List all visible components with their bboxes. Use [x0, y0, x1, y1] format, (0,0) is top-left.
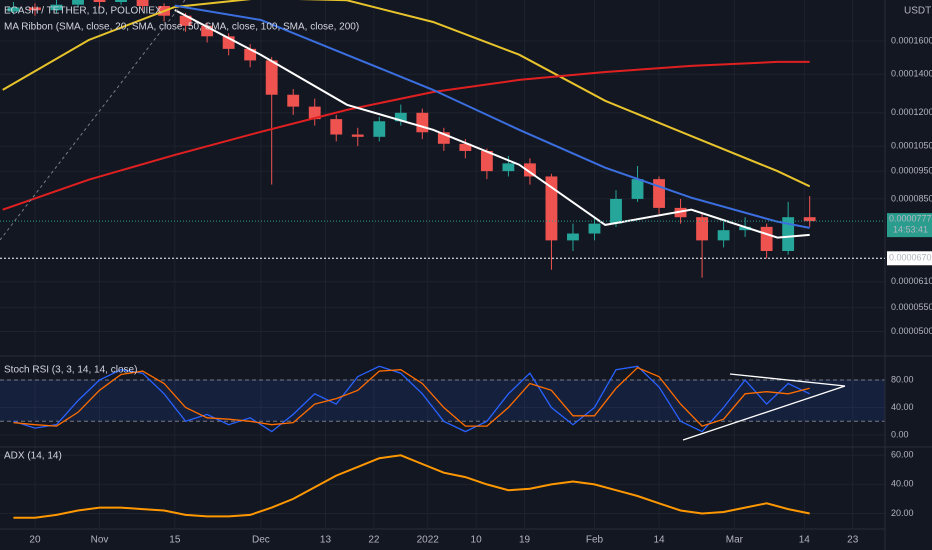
y-tick-label: 40.00 — [891, 402, 914, 412]
text-layer: ECASH / TETHER, 1D, POLONIEX MA Ribbon (… — [4, 6, 931, 462]
triangle-drawing — [682, 373, 846, 441]
x-tick-label: 22 — [368, 535, 380, 546]
candle-body — [50, 4, 63, 11]
candle-body — [330, 119, 343, 135]
x-tick-label: Nov — [91, 535, 109, 546]
indicator-line — [2, 60, 810, 211]
last-price-label: 0.00007777 — [889, 213, 932, 223]
candle-body — [567, 233, 579, 241]
candle-body — [524, 163, 536, 177]
candle-body — [394, 112, 407, 122]
reference-badge — [887, 251, 932, 266]
candle-body — [222, 36, 235, 49]
y-tick-label: 0.00 — [891, 429, 909, 439]
candle-body — [782, 217, 795, 252]
candle-body — [653, 179, 665, 208]
indicator-line — [13, 366, 810, 427]
candle-body — [739, 226, 752, 231]
candle-body — [416, 112, 429, 133]
stoch-rsi-label: Stoch RSI (3, 3, 14, 14, close) — [4, 365, 137, 376]
candle-body — [93, 0, 106, 2]
indicator-line — [174, 9, 810, 239]
candle-body — [610, 198, 622, 224]
candle-body — [72, 0, 84, 5]
indicator-line — [13, 454, 810, 519]
candle-body — [545, 176, 558, 241]
candle-body — [631, 179, 644, 199]
y-tick-label: 80.00 — [891, 374, 914, 384]
x-tick-label: 10 — [471, 535, 483, 546]
reference-label: 0.00006702 — [889, 253, 932, 263]
grid-layer — [0, 0, 885, 528]
x-tick-label: 14 — [799, 535, 811, 546]
x-tick-label: Dec — [252, 535, 270, 546]
x-tick-label: 13 — [320, 535, 332, 546]
candle-body — [696, 217, 708, 241]
last-price-badge — [887, 213, 932, 238]
x-tick-label: Feb — [586, 535, 604, 546]
y-tick-label: 60.00 — [891, 450, 914, 460]
candle-body — [287, 94, 300, 107]
candle-body — [437, 132, 450, 144]
candle-body — [308, 106, 321, 120]
plot-layer — [0, 0, 885, 519]
candle-body — [760, 226, 773, 252]
price-pane — [2, 0, 816, 278]
indicator-pane — [0, 365, 885, 433]
x-tick-label: 14 — [653, 535, 665, 546]
candle-body — [480, 150, 493, 172]
candle-body — [265, 60, 278, 95]
candle-body — [717, 230, 730, 241]
candle-body — [29, 7, 41, 11]
y-tick-label: 40.00 — [891, 479, 914, 489]
candle-body — [373, 121, 386, 137]
band-fill — [0, 380, 885, 422]
candle-body — [179, 15, 192, 26]
candle-body — [115, 0, 127, 2]
x-tick-label: 19 — [519, 535, 531, 546]
indicator-line — [13, 365, 810, 433]
indicator-line — [2, 0, 811, 188]
candle-body — [136, 0, 149, 7]
x-tick-label: 23 — [847, 535, 859, 546]
y-tick-label: 20.00 — [891, 508, 914, 518]
candle-body — [803, 217, 816, 222]
x-tick-label: Mar — [726, 535, 744, 546]
adx-label: ADX (14, 14) — [4, 451, 62, 462]
candle-body — [459, 143, 472, 151]
candle-body — [244, 48, 257, 61]
countdown-label: 14:53:41 — [893, 224, 928, 234]
candle-body — [502, 163, 515, 172]
drawing-trend-line — [0, 0, 186, 241]
currency-label: USDT — [904, 6, 931, 17]
candle-body — [351, 134, 364, 137]
candle-body — [7, 7, 20, 12]
x-tick-label: 2022 — [417, 535, 440, 546]
ma-ribbon-label: MA Ribbon (SMA, close, 20, SMA, close, 5… — [4, 22, 359, 33]
candle-body — [201, 25, 214, 37]
indicator-line — [174, 4, 810, 229]
candle-body — [588, 223, 601, 234]
chart-title: ECASH / TETHER, 1D, POLONIEX — [4, 6, 162, 17]
x-tick-label: 20 — [29, 535, 41, 546]
indicator-pane — [13, 454, 810, 519]
x-tick-label: 15 — [169, 535, 181, 546]
